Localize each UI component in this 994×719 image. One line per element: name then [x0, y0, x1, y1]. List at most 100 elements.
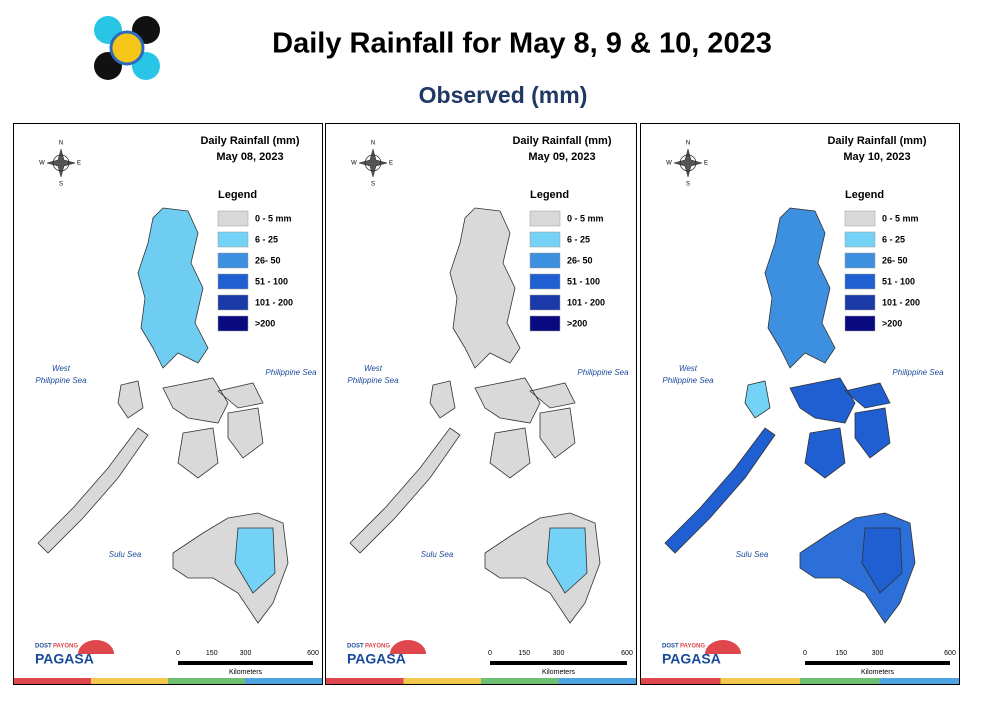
- scale-tick-label: 600: [307, 650, 319, 657]
- sea-label: West: [364, 364, 383, 373]
- legend-label: 101 - 200: [255, 297, 293, 307]
- sea-label: Sulu Sea: [109, 550, 142, 559]
- legend-title: Legend: [530, 189, 569, 201]
- legend-swatch: [844, 231, 876, 248]
- legend-swatch: [217, 252, 249, 269]
- legend-swatch: [529, 294, 561, 311]
- agency-logo: [94, 16, 160, 80]
- scale-tick-label: 0: [176, 650, 180, 657]
- legend-label: 0 - 5 mm: [882, 213, 919, 223]
- legend-swatch: [217, 294, 249, 311]
- color-strip: [800, 678, 880, 684]
- legend-label: >200: [882, 318, 902, 328]
- legend-swatch: [217, 210, 249, 227]
- scale-unit: Kilometers: [542, 669, 576, 676]
- color-strip: [326, 678, 404, 684]
- logo-agency: DOST: [35, 644, 52, 650]
- panel-heading: Daily Rainfall (mm): [200, 135, 299, 147]
- legend-label: 26- 50: [882, 255, 908, 265]
- legend-swatch: [529, 231, 561, 248]
- legend-swatch: [217, 315, 249, 332]
- compass: N S E W: [39, 141, 81, 188]
- scale-bar: [178, 661, 313, 665]
- legend-swatch: [529, 315, 561, 332]
- sea-label: Philippine Sea: [35, 376, 87, 385]
- legend-label: 51 - 100: [882, 276, 915, 286]
- legend-swatch: [844, 294, 876, 311]
- logo-tagline: PAYONG: [365, 644, 390, 650]
- legend-swatch: [844, 252, 876, 269]
- color-strip: [720, 678, 800, 684]
- scale-tick-label: 0: [488, 650, 492, 657]
- legend-swatch: [844, 315, 876, 332]
- legend-title: Legend: [845, 189, 884, 201]
- compass-rose: [673, 148, 703, 178]
- legend-title: Legend: [218, 189, 257, 201]
- legend-label: 6 - 25: [255, 234, 278, 244]
- sea-label: West: [679, 364, 698, 373]
- color-strip: [14, 678, 91, 684]
- color-strip: [168, 678, 245, 684]
- page-title: Daily Rainfall for May 8, 9 & 10, 2023: [272, 28, 772, 60]
- logo-name: PAGASA: [662, 651, 721, 667]
- panel-date: May 09, 2023: [528, 151, 595, 163]
- legend-label: 51 - 100: [255, 276, 288, 286]
- compass-letter: W: [666, 161, 672, 167]
- legend-label: >200: [255, 318, 275, 328]
- map-panel: N S E W Daily Rainfall (mm) May 10, 2023 Legen…: [640, 123, 960, 685]
- legend-swatch: [529, 252, 561, 269]
- legend-swatch: [844, 210, 876, 227]
- logo-agency: DOST: [347, 644, 364, 650]
- legend-label: >200: [567, 318, 587, 328]
- sea-label: West: [52, 364, 71, 373]
- compass-letter: S: [371, 182, 375, 188]
- sea-label: Sulu Sea: [736, 550, 769, 559]
- legend-label: 6 - 25: [882, 234, 905, 244]
- scale-tick-label: 300: [240, 650, 252, 657]
- scale-tick-label: 600: [621, 650, 633, 657]
- compass-letter: E: [389, 161, 393, 167]
- color-strip: [641, 678, 721, 684]
- legend-label: 6 - 25: [567, 234, 590, 244]
- panel-frame: [325, 123, 637, 685]
- legend-label: 101 - 200: [882, 297, 920, 307]
- logo-agency: DOST: [662, 644, 679, 650]
- logo-umbrella: [390, 640, 426, 654]
- color-strip: [245, 678, 322, 684]
- panel-date: May 10, 2023: [843, 151, 910, 163]
- panel-heading: Daily Rainfall (mm): [512, 135, 611, 147]
- sea-label: Philippine Sea: [577, 368, 629, 377]
- page-subtitle: Observed (mm): [419, 82, 588, 108]
- scale-tick-label: 300: [553, 650, 565, 657]
- legend-label: 26- 50: [567, 255, 593, 265]
- panel-date: May 08, 2023: [216, 151, 283, 163]
- scale-tick-label: 600: [944, 650, 956, 657]
- legend-label: 0 - 5 mm: [255, 213, 292, 223]
- logo-umbrella: [78, 640, 114, 654]
- map-panel: N S E W Daily Rainfall (mm) May 08, 2023 Legen…: [13, 123, 323, 685]
- scale-tick-label: 150: [518, 650, 530, 657]
- panel-frame: [13, 123, 323, 685]
- compass-letter: N: [686, 141, 690, 147]
- legend-label: 26- 50: [255, 255, 281, 265]
- legend-label: 0 - 5 mm: [567, 213, 604, 223]
- panel-heading: Daily Rainfall (mm): [827, 135, 926, 147]
- legend-label: 101 - 200: [567, 297, 605, 307]
- compass-letter: E: [77, 161, 81, 167]
- scale-unit: Kilometers: [861, 669, 895, 676]
- logo-name: PAGASA: [347, 651, 406, 667]
- compass-letter: N: [59, 141, 63, 147]
- compass-letter: E: [704, 161, 708, 167]
- legend-label: 51 - 100: [567, 276, 600, 286]
- logo-name: PAGASA: [35, 651, 94, 667]
- sea-label: Philippine Sea: [662, 376, 714, 385]
- scale-bar: [805, 661, 950, 665]
- scale-tick-label: 0: [803, 650, 807, 657]
- compass-ring: [52, 154, 70, 172]
- legend-swatch: [217, 273, 249, 290]
- map-panel: N S E W Daily Rainfall (mm) May 09, 2023 Legen…: [325, 123, 637, 685]
- compass-rose: [46, 148, 76, 178]
